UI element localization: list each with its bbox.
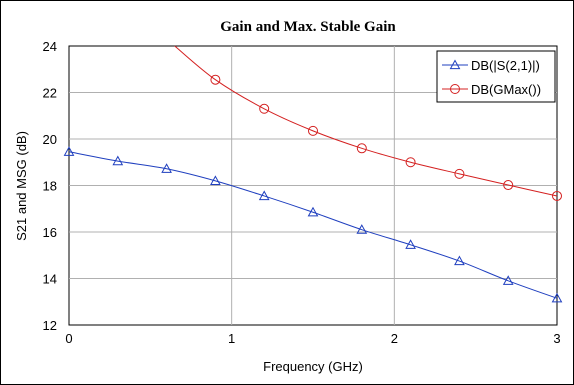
- legend: DB(|S(2,1)|) DB(GMax()): [436, 50, 556, 103]
- legend-marker: [450, 84, 460, 94]
- data-point: [259, 103, 270, 114]
- legend-label: DB(|S(2,1)|): [471, 58, 540, 73]
- data-point: [210, 74, 221, 85]
- data-point: [551, 292, 563, 303]
- series-2: [174, 45, 562, 201]
- data-point: [405, 239, 416, 249]
- x-tick-label: 3: [553, 331, 560, 346]
- series-group: [63, 45, 563, 303]
- x-tick-label: 2: [391, 331, 398, 346]
- data-point: [161, 163, 172, 173]
- data-point: [210, 175, 221, 185]
- x-axis-label: Frequency (GHz): [263, 359, 363, 374]
- series-1: [63, 146, 563, 303]
- data-point: [356, 224, 368, 234]
- data-point: [258, 190, 270, 201]
- data-point: [356, 143, 367, 154]
- y-tick-label: 18: [43, 179, 57, 194]
- series-line: [174, 45, 558, 197]
- data-point: [63, 146, 75, 156]
- data-point: [307, 206, 319, 217]
- y-tick-label: 14: [43, 272, 57, 287]
- data-point: [112, 155, 124, 166]
- y-tick-label: 22: [43, 86, 57, 101]
- x-tick-label: 0: [65, 331, 72, 346]
- y-tick-label: 20: [43, 132, 57, 147]
- data-point: [454, 255, 465, 266]
- chart-title: Gain and Max. Stable Gain: [220, 19, 396, 35]
- legend-marker: [449, 59, 461, 70]
- data-point: [502, 275, 514, 285]
- y-tick-label: 12: [43, 318, 57, 333]
- series-line: [68, 151, 558, 299]
- legend-label: DB(GMax()): [471, 82, 541, 97]
- y-tick-label: 16: [43, 225, 57, 240]
- data-point: [405, 157, 416, 168]
- data-point: [552, 190, 562, 201]
- y-tick-label: 24: [43, 39, 57, 54]
- y-axis-label: S21 and MSG (dB): [14, 131, 29, 241]
- x-tick-label: 1: [228, 331, 235, 346]
- data-point: [503, 180, 514, 191]
- data-point: [454, 168, 465, 179]
- data-point: [308, 125, 318, 136]
